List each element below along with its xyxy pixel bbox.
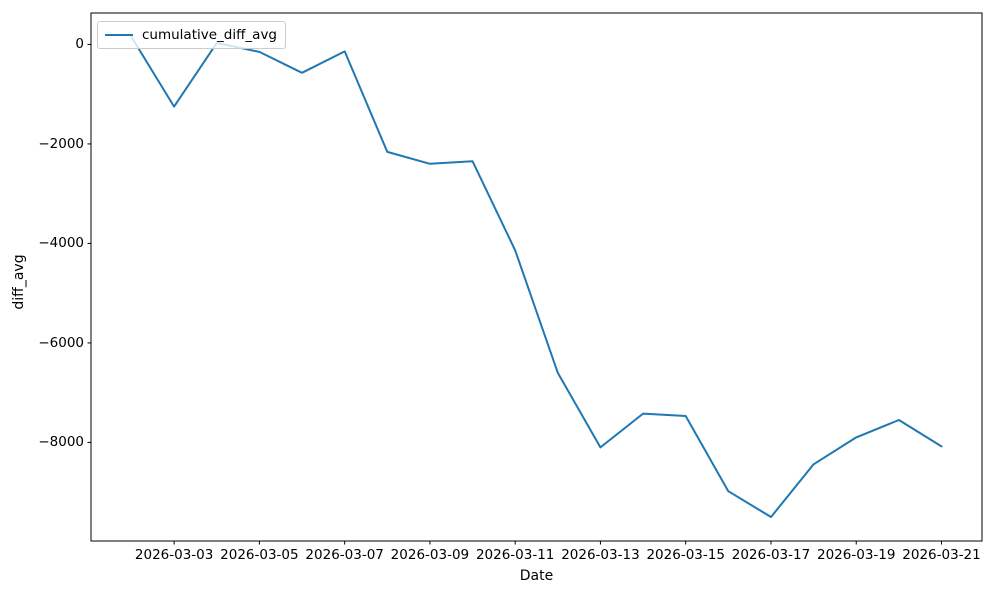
data-series-line (130, 36, 943, 518)
x-tick-label: 2026-03-19 (817, 547, 896, 563)
x-tick-label: 2026-03-11 (475, 547, 555, 563)
y-tick-label: −8000 (38, 434, 84, 451)
y-tick-label: 0 (75, 36, 84, 53)
x-tick-label: 2026-03-17 (731, 547, 811, 563)
x-tick-label: 2026-03-07 (305, 547, 384, 563)
y-tick-label: −4000 (38, 235, 84, 252)
axes-box (90, 12, 983, 542)
x-tick-label: 2026-03-09 (390, 547, 470, 563)
x-tick-label: 2026-03-05 (220, 547, 299, 563)
legend-line-sample-icon (105, 34, 133, 36)
legend: cumulative_diff_avg (97, 21, 286, 49)
y-tick-label: −6000 (38, 334, 84, 351)
x-tick-label: 2026-03-03 (134, 547, 214, 563)
x-tick-label: 2026-03-13 (561, 547, 640, 563)
y-tick-label: −2000 (38, 135, 84, 152)
legend-label: cumulative_diff_avg (142, 27, 277, 43)
x-tick-label: 2026-03-15 (646, 547, 725, 563)
x-tick-label: 2026-03-21 (902, 547, 981, 563)
x-axis-label: Date (519, 568, 554, 584)
y-axis-label: diff_avg (11, 254, 27, 310)
